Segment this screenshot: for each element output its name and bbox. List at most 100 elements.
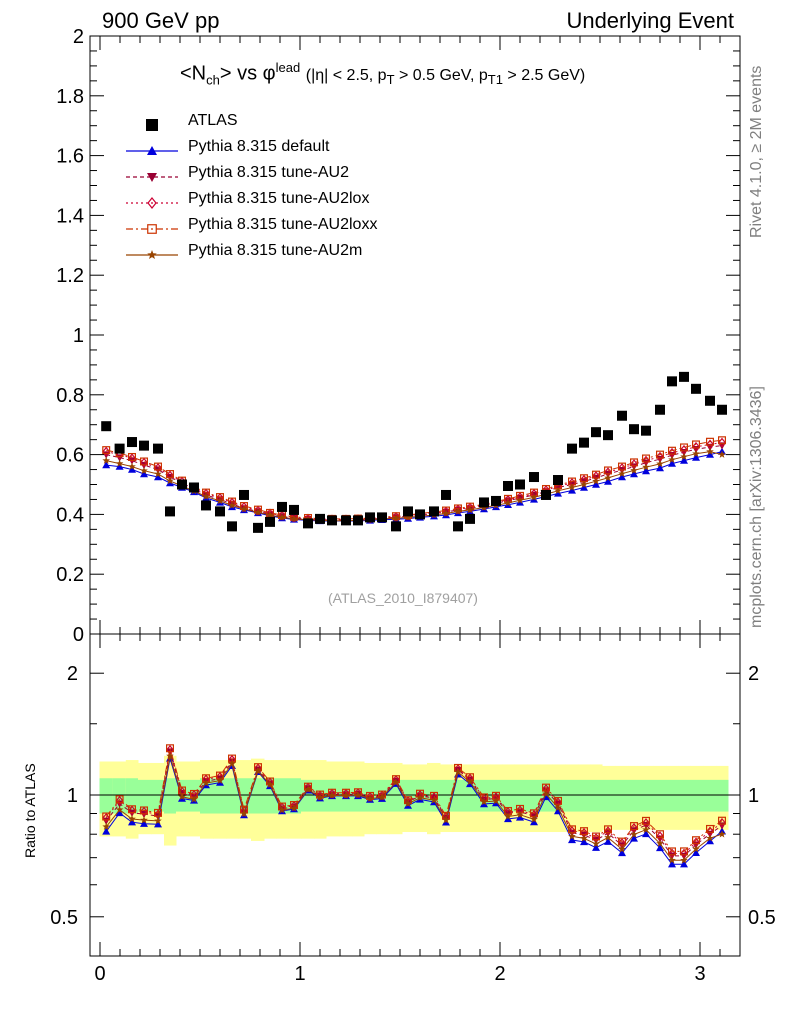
atlas-point [239, 489, 249, 500]
title-lead-sup: lead [275, 60, 301, 75]
ratio-point [466, 777, 474, 786]
legend-marker [147, 173, 157, 182]
ratio-point [618, 848, 626, 857]
data-point [228, 501, 236, 509]
data-point [102, 446, 111, 455]
axes-layer: 0 0.2 0.4 0.6 0.8 1 1.2 1.4 1.6 1.8 2 0.5 0.5 1 1 2 2 0 1 2… [50, 26, 776, 985]
ratio-point [668, 856, 676, 864]
atlas-point [353, 515, 363, 526]
atlas-point [101, 421, 112, 432]
ratio-point [630, 834, 638, 842]
atlas-point [567, 443, 577, 454]
data-point [718, 450, 726, 458]
inner-band-segment [99, 778, 114, 814]
ratio-point [542, 789, 550, 798]
ratio-tick-label: 1 [67, 785, 78, 807]
ratio-point [240, 809, 248, 817]
atlas-point [491, 495, 501, 506]
data-point [530, 495, 538, 503]
atlas-point [641, 425, 651, 436]
inner-band-segment [590, 779, 603, 812]
data-point [592, 477, 600, 485]
atlas-point [265, 516, 275, 527]
data-point [216, 496, 224, 505]
data-point [706, 447, 714, 455]
data-point [554, 489, 562, 497]
cut-pt1-sub: T1 [487, 71, 503, 87]
data-point [691, 440, 700, 449]
atlas-point [691, 383, 701, 394]
inner-band-segment [678, 779, 691, 812]
inner-band-segment [703, 779, 717, 812]
collision-label: 900 GeV pp [102, 8, 220, 33]
ratio-point [190, 795, 198, 803]
ratio-point [304, 785, 312, 793]
y-tick-label: 0.8 [56, 385, 84, 407]
data-point [706, 450, 714, 458]
ratio-point [706, 837, 714, 845]
ratio-series-layer [102, 744, 726, 868]
ratio-point [128, 805, 136, 816]
atlas-point [629, 424, 639, 435]
legend-marker [147, 146, 157, 155]
main-series-layer [101, 371, 727, 533]
ratio-point [140, 806, 149, 815]
ratio-point [202, 779, 210, 787]
ratio-point [392, 775, 400, 785]
inner-band-segment [251, 778, 265, 814]
data-point [692, 453, 700, 461]
ratio-point [480, 797, 488, 806]
data-point [530, 493, 538, 501]
data-point [618, 469, 626, 477]
ratio-point [278, 806, 286, 814]
x-tick-label: 1 [294, 963, 305, 985]
ratio-point [504, 814, 512, 823]
atlas-point [541, 489, 551, 500]
data-point [166, 476, 174, 485]
ratio-point [316, 793, 324, 801]
data-point [656, 459, 664, 468]
atlas-point [603, 430, 613, 441]
data-point [128, 465, 136, 473]
ratio-point [592, 843, 600, 851]
analysis-label: Underlying Event [566, 8, 734, 33]
inner-band-segment [565, 779, 579, 812]
open-square-icon [126, 224, 178, 234]
ratio-point [115, 795, 124, 806]
legend-label: Pythia 8.315 default [188, 138, 330, 155]
data-point [604, 477, 612, 485]
atlas-point [341, 515, 351, 526]
y-tick-label: 0.6 [56, 445, 84, 467]
atlas-point [429, 506, 439, 517]
ratio-point [140, 816, 148, 824]
data-point [580, 480, 588, 488]
ratio-point [717, 816, 726, 825]
ratio-point [580, 834, 588, 842]
x-tick-label: 2 [494, 963, 505, 985]
x-tick-label: 0 [94, 963, 105, 985]
legend-marker [147, 224, 157, 234]
ratio-point [328, 788, 336, 799]
ratio-point [216, 776, 224, 784]
ratio-point [604, 837, 612, 845]
ratio-point [591, 832, 600, 841]
ratio-point [115, 805, 124, 814]
data-point [266, 511, 274, 519]
data-point [115, 459, 124, 467]
analysis-reference: (ATLAS_2010_I879407) [328, 590, 478, 606]
data-point [568, 483, 576, 491]
ratio-point [568, 835, 576, 844]
ratio-point [504, 812, 512, 820]
ratio-point [668, 860, 676, 868]
atlas-point [465, 513, 475, 524]
y-tick-label: 0.4 [56, 504, 84, 526]
atlas-point [127, 437, 137, 448]
ratio-point [342, 788, 350, 799]
ratio-point [128, 805, 137, 814]
inner-band-segment [716, 779, 729, 812]
data-point [290, 514, 298, 523]
data-point [516, 498, 524, 506]
atlas-point [415, 509, 425, 520]
atlas-point [227, 521, 237, 532]
legend-marker [146, 119, 158, 131]
